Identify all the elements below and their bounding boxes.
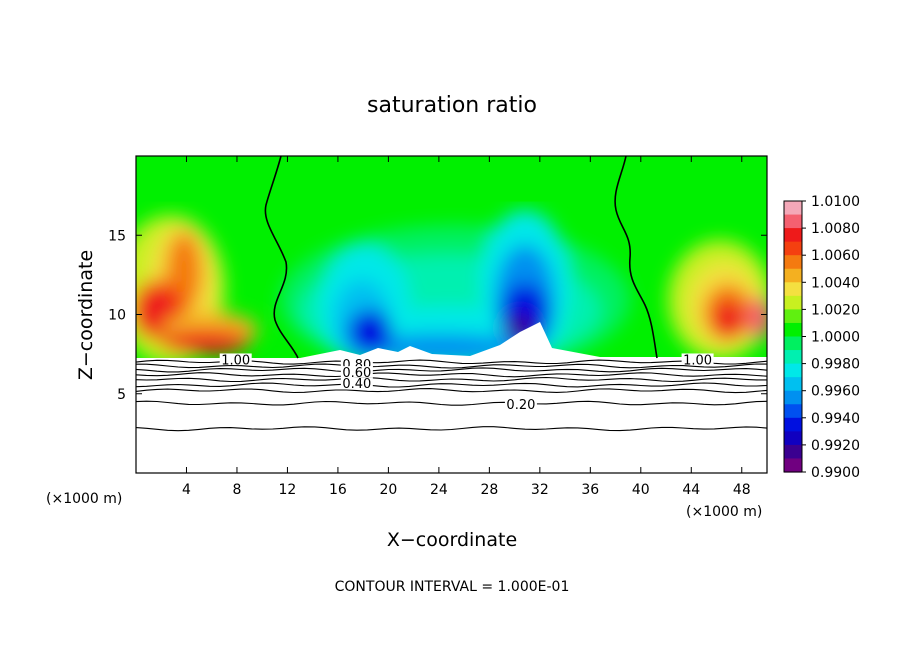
contour-line [135,376,767,383]
contour-label-bg [504,397,537,409]
x-unit-label-left: (×1000 m) [46,491,122,507]
x-tick-label: 36 [581,482,599,498]
contour-line [135,426,768,432]
contour-label: 1.00 [221,353,250,368]
contour-label: 0.40 [342,377,371,392]
x-tick-label: 44 [682,482,700,498]
colorbar-swatch [784,417,802,432]
contour-label-bg [340,377,373,389]
colorbar-label: 0.9960 [811,384,860,400]
x-tick-label: 16 [329,482,347,498]
x-tick-label: 20 [379,482,397,498]
colorbar-swatch [784,241,802,256]
colorbar-label: 0.9900 [811,465,860,481]
contour-labels: 1.00 1.000.800.600.400.20 [219,353,714,413]
colorbar-swatch [784,214,802,229]
contour-label-bg [681,353,714,365]
x-tick-label: 24 [430,482,448,498]
isoline-1-00 [264,155,658,359]
x-axis-title: X−coordinate [387,529,517,551]
colorbar-label: 1.0060 [811,248,860,264]
y-tick-label: 10 [108,308,126,324]
y-axis-title: Z−coordinate [75,250,97,380]
contour-label-bg [340,358,373,370]
x-tick-label: 12 [279,482,297,498]
colorbar-label: 1.0000 [811,330,860,346]
contour-interval-note: CONTOUR INTERVAL = 1.000E-01 [335,579,570,595]
x-axis: 4 8 12 16 20 24 28 32 36 40 44 48 [182,156,751,498]
colorbar-swatch [784,431,802,446]
colorbar-swatch [784,444,802,460]
colorbar-swatch [784,309,802,324]
colorbar-label: 1.0020 [811,302,860,318]
colorbar-label: 1.0100 [811,194,860,210]
contour-line [135,382,768,388]
y-axis: 5 10 15 [108,228,767,403]
colorbar-swatch [784,295,802,310]
colorbar-label: 0.9920 [811,438,860,454]
contour-label-bg [219,353,252,365]
contour-line [135,367,768,373]
colorbar-swatch [784,201,802,216]
chart-title: saturation ratio [367,93,537,118]
colorbar-swatch [784,390,802,405]
contour-label: 1.00 [683,353,712,368]
colorbar: 1.0100 1.0080 1.0060 1.0040 1.0020 1.0000 0.99… [783,194,860,481]
colorbar-swatch [784,268,802,283]
contour-line [135,400,768,406]
colorbar-swatch [784,255,802,270]
x-tick-label: 40 [632,482,650,498]
contour-label-bg [340,366,373,378]
x-unit-label-right: (×1000 m) [686,504,762,520]
colorbar-swatch [784,228,802,243]
colorbar-swatch [784,336,802,351]
colorbar-swatch [784,282,802,297]
contour-line [135,372,768,378]
contour-line [136,363,768,369]
contour-line [135,388,768,394]
colorbar-label: 1.0040 [811,275,860,291]
colorbar-swatch [784,377,802,392]
x-tick-label: 32 [531,482,549,498]
colorbar-swatch [784,350,802,365]
y-tick-label: 5 [117,387,126,403]
contour-lines [135,359,768,432]
x-tick-label: 4 [182,482,191,498]
colorbar-label: 0.9980 [811,357,860,373]
colorbar-label: 1.0080 [811,221,860,237]
saturation-field [136,156,767,473]
x-tick-label: 8 [232,482,241,498]
x-tick-label: 28 [480,482,498,498]
x-tick-label: 48 [733,482,751,498]
colorbar-label: 0.9940 [811,411,860,427]
y-tick-label: 15 [108,228,126,244]
colorbar-swatch [784,363,802,378]
colorbar-swatch [784,322,802,338]
contour-label: 0.20 [506,398,535,413]
colorbar-swatch [784,458,802,473]
colorbar-swatch [784,404,802,419]
